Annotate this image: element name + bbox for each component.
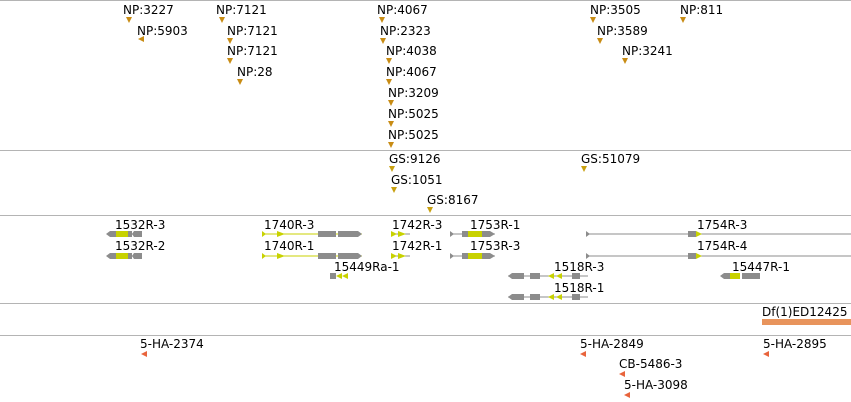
gene-label: 1753R-3 xyxy=(470,239,521,253)
gs-insertion-label: GS:9126 xyxy=(389,152,441,166)
ha-marker-icon xyxy=(619,371,625,377)
gene-label: 1754R-4 xyxy=(697,239,748,253)
track-divider xyxy=(0,150,851,151)
transcript-1532R-3[interactable] xyxy=(106,231,142,237)
np-insertion-label: NP:5025 xyxy=(388,107,439,121)
np-marker-icon xyxy=(379,17,385,23)
np-marker-icon xyxy=(388,121,394,127)
np-insertion-label: NP:4038 xyxy=(386,44,437,58)
gene-label: 1740R-3 xyxy=(264,218,315,232)
transcript-1740R-3[interactable] xyxy=(262,231,362,237)
ha-insertion-label: 5-HA-2374 xyxy=(140,337,204,351)
np-marker-icon xyxy=(138,36,144,42)
np-marker-icon xyxy=(386,79,392,85)
deficiency-bar xyxy=(762,319,851,325)
track-divider xyxy=(0,303,851,304)
transcript-15447R-1[interactable] xyxy=(720,273,760,279)
ha-marker-icon xyxy=(141,351,147,357)
np-marker-icon xyxy=(237,79,243,85)
np-marker-icon xyxy=(227,38,233,44)
np-insertion-label: NP:28 xyxy=(237,65,273,79)
np-marker-icon xyxy=(680,17,686,23)
np-marker-icon xyxy=(219,17,225,23)
transcript-1754R-3[interactable] xyxy=(586,231,851,237)
transcript-1518R-3[interactable] xyxy=(508,273,588,279)
np-insertion-label: NP:7121 xyxy=(216,3,267,17)
deficiency-track: Df(1)ED12425 xyxy=(0,303,851,335)
gene-label: 1532R-3 xyxy=(115,218,166,232)
np-insertion-label: NP:4067 xyxy=(377,3,428,17)
np-insertion-label: NP:811 xyxy=(680,3,724,17)
transcript-1740R-1[interactable] xyxy=(262,253,362,259)
np-insertion-label: NP:3209 xyxy=(388,86,439,100)
np-marker-icon xyxy=(590,17,596,23)
track-divider xyxy=(0,0,851,1)
gene-label: 1518R-3 xyxy=(554,260,605,274)
gs-marker-icon xyxy=(389,166,395,172)
gs-marker-icon xyxy=(391,187,397,193)
gene-label: 15447R-1 xyxy=(732,260,790,274)
gene-label: 1742R-3 xyxy=(392,218,443,232)
gs-insertion-label: GS:1051 xyxy=(391,173,443,187)
transcript-1753R-3[interactable] xyxy=(450,253,495,259)
gene-label: 1753R-1 xyxy=(470,218,521,232)
np-insertion-label: NP:7121 xyxy=(227,24,278,38)
ha-insertion-label: 5-HA-2849 xyxy=(580,337,644,351)
deficiency-feature[interactable]: Df(1)ED12425 xyxy=(762,305,851,325)
np-marker-icon xyxy=(388,142,394,148)
ha-marker-icon xyxy=(580,351,586,357)
gene-label: 1740R-1 xyxy=(264,239,315,253)
ha-insertion-track: 5-HA-2374 5-HA-2849 CB-5486-3 5-HA-3098 … xyxy=(0,335,851,402)
np-insertion-label: NP:3589 xyxy=(597,24,648,38)
np-insertion-label: NP:4067 xyxy=(386,65,437,79)
ha-marker-icon xyxy=(763,351,769,357)
ha-marker-icon xyxy=(624,392,630,398)
np-insertion-label: NP:5903 xyxy=(137,24,188,38)
np-insertion-label: NP:5025 xyxy=(388,128,439,142)
np-insertion-label: NP:3241 xyxy=(622,44,673,58)
np-insertion-label: NP:2323 xyxy=(380,24,431,38)
ha-insertion-label: 5-HA-3098 xyxy=(624,378,688,392)
gs-insertion-label: GS:51079 xyxy=(581,152,641,166)
transcript-1518R-1[interactable] xyxy=(508,294,588,300)
gs-marker-icon xyxy=(581,166,587,172)
np-marker-icon xyxy=(126,17,132,23)
np-marker-icon xyxy=(388,100,394,106)
gs-marker-icon xyxy=(427,207,433,213)
gs-insertion-track: GS:9126 GS:1051 GS:8167 GS:51079 xyxy=(0,150,851,215)
transcript-1742R-1[interactable] xyxy=(391,253,410,259)
track-divider xyxy=(0,215,851,216)
deficiency-label: Df(1)ED12425 xyxy=(762,305,848,319)
np-insertion-track: NP:3227 NP:5903 NP:7121 NP:7121 NP:7121 … xyxy=(0,0,851,150)
ha-insertion-label: CB-5486-3 xyxy=(619,357,683,371)
transcript-15449Ra-1[interactable] xyxy=(330,273,348,279)
transcript-1532R-2[interactable] xyxy=(106,253,142,259)
transcript-1753R-1[interactable] xyxy=(450,231,495,237)
gene-model-track: 1532R-3 1532R-2 1740R-3 1740R-1 15449Ra-… xyxy=(0,215,851,303)
gene-label: 1754R-3 xyxy=(697,218,748,232)
gene-model-graphics xyxy=(106,231,851,300)
np-marker-icon xyxy=(597,38,603,44)
gene-label: 1532R-2 xyxy=(115,239,166,253)
gene-label: 1518R-1 xyxy=(554,281,605,295)
np-marker-icon xyxy=(386,58,392,64)
np-marker-icon xyxy=(380,38,386,44)
np-insertion-label: NP:3227 xyxy=(123,3,174,17)
np-insertion-label: NP:3505 xyxy=(590,3,641,17)
np-marker-icon xyxy=(622,58,628,64)
transcript-1754R-4[interactable] xyxy=(586,253,851,259)
track-divider xyxy=(0,335,851,336)
gs-insertion-label: GS:8167 xyxy=(427,193,479,207)
np-insertion-label: NP:7121 xyxy=(227,44,278,58)
ha-insertion-label: 5-HA-2895 xyxy=(763,337,827,351)
np-marker-icon xyxy=(227,58,233,64)
gene-label: 1742R-1 xyxy=(392,239,443,253)
transcript-1742R-3[interactable] xyxy=(391,231,410,237)
gene-label: 15449Ra-1 xyxy=(334,260,400,274)
